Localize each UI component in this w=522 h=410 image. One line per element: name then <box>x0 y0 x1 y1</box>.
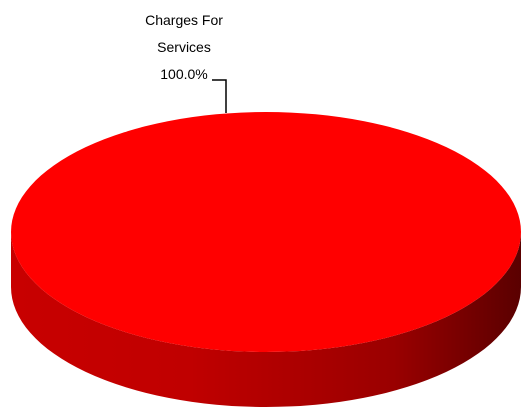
slice-label-leader-line <box>212 79 227 113</box>
slice-label-category-line1: Charges For <box>145 12 223 28</box>
slice-label-category-line2: Services <box>157 39 211 55</box>
pie-slice-side <box>11 232 521 407</box>
slice-label-percent: 100.0% <box>160 66 207 82</box>
slice-label-group: Charges For Services 100.0% <box>145 12 227 113</box>
pie-slice-charges-for-services <box>11 112 521 352</box>
pie-slices <box>11 112 521 407</box>
